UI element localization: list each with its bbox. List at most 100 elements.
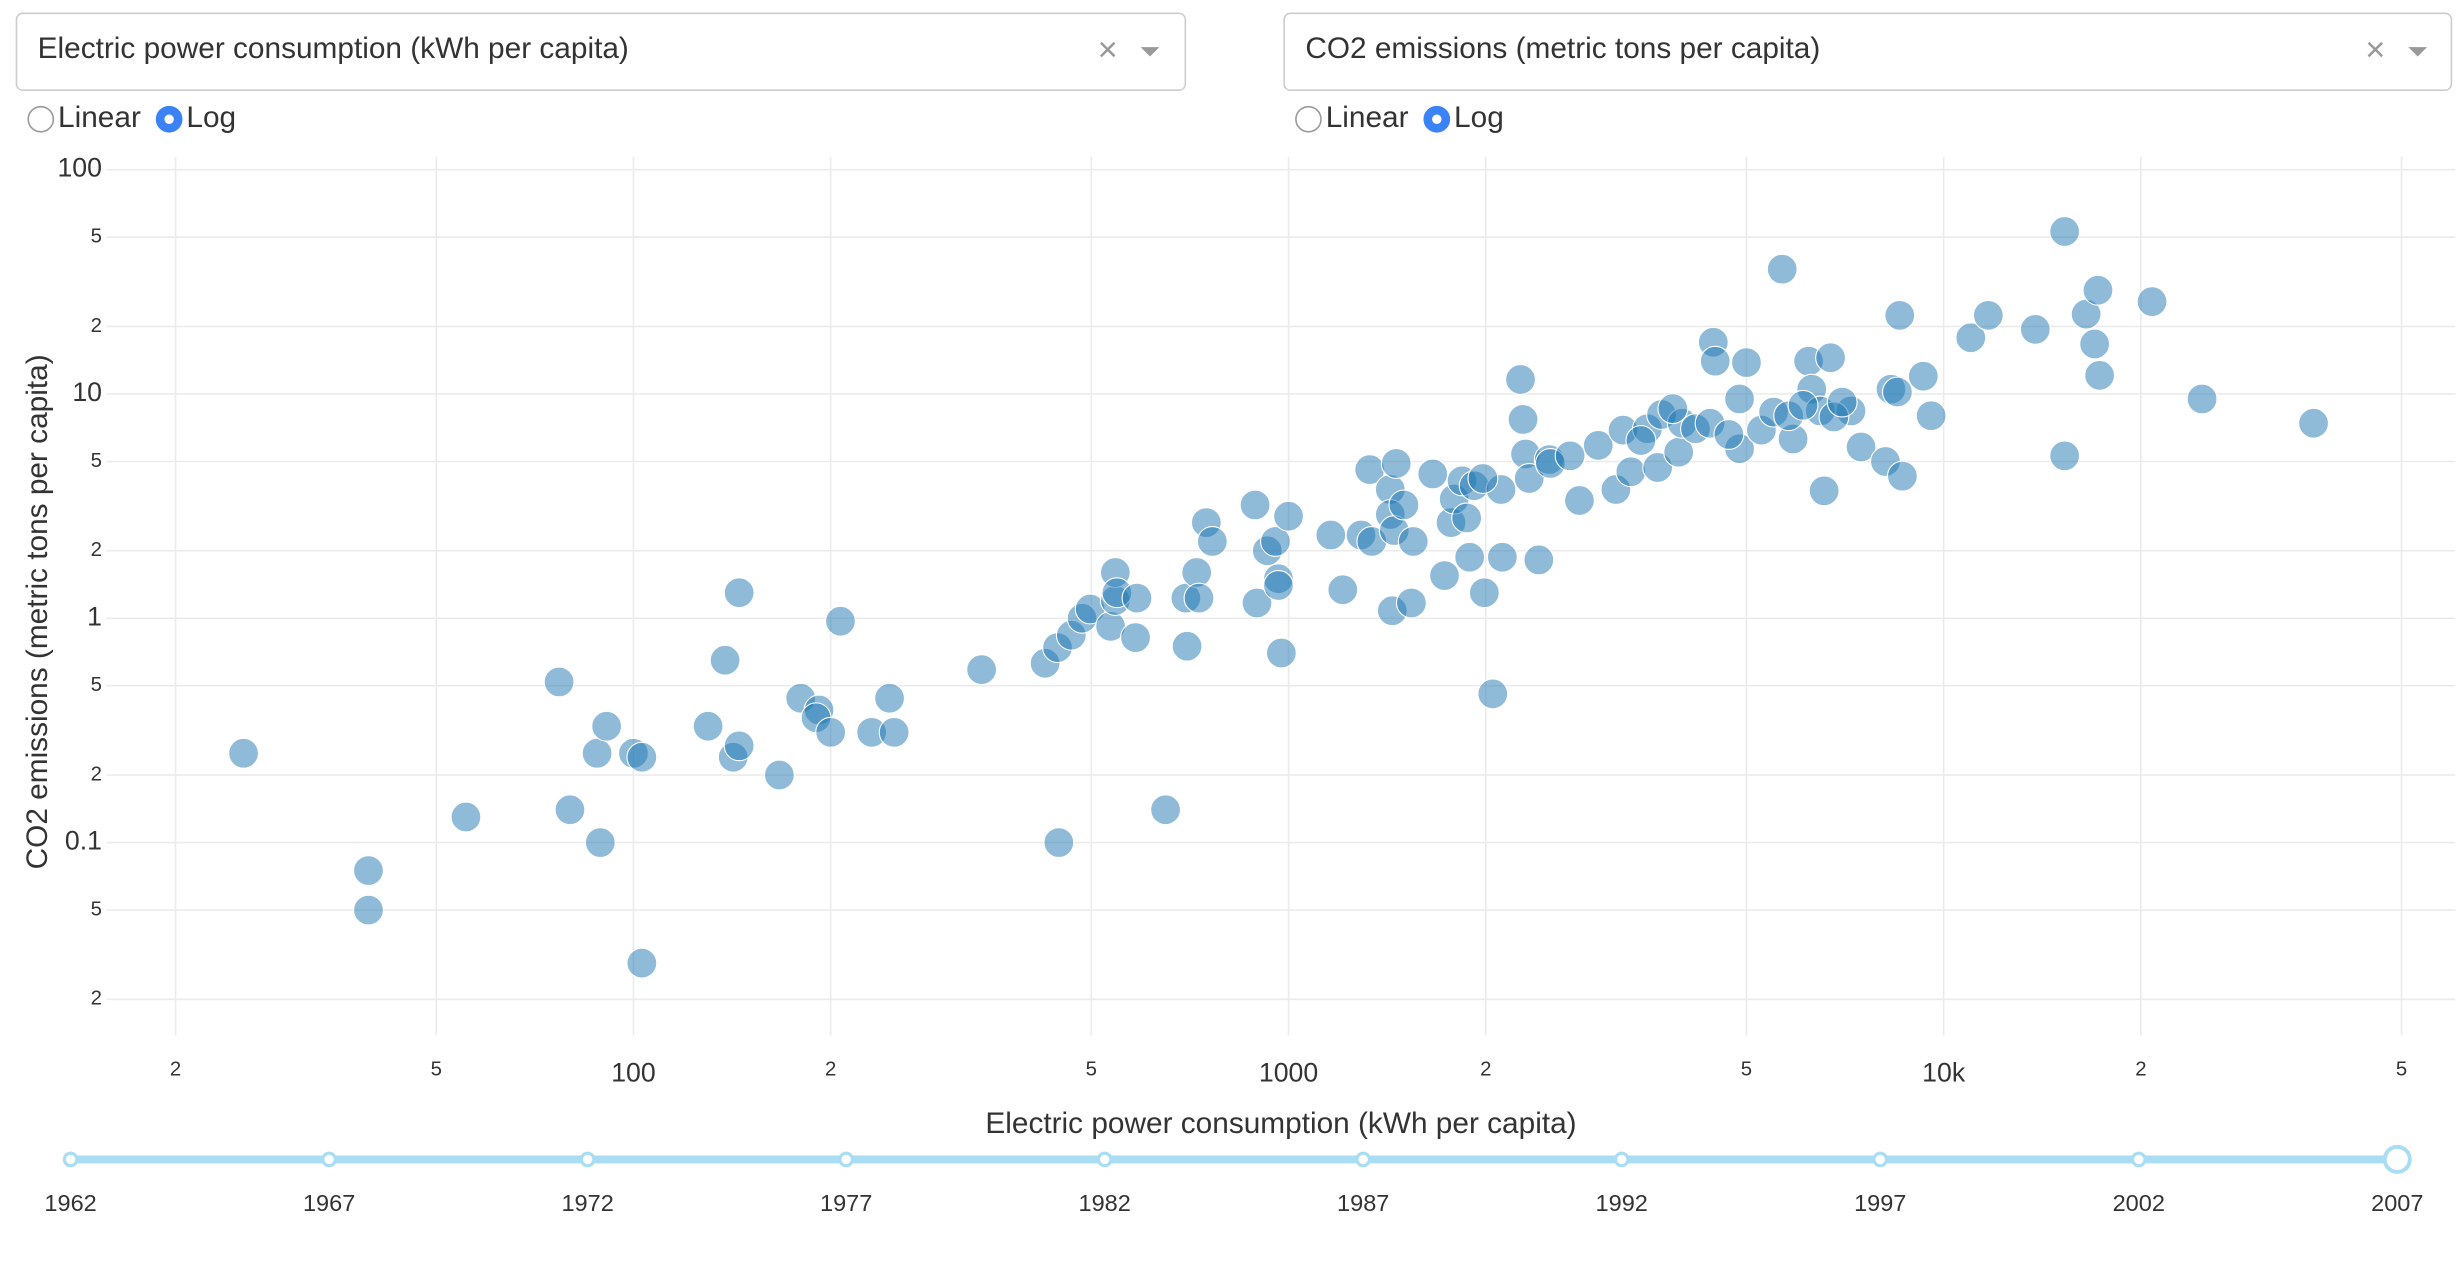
points [228, 216, 2330, 979]
slider-mark[interactable] [579, 1151, 596, 1168]
scatter-point [1429, 560, 1460, 592]
scatter-point [1815, 342, 1847, 374]
radio-label: Log [1454, 101, 1504, 134]
scatter-point [1657, 393, 1689, 425]
scatter-point [1120, 622, 1151, 654]
slider-mark[interactable] [1096, 1151, 1113, 1168]
scatter-point [1486, 541, 1518, 573]
scatter-point [1477, 678, 1509, 710]
clear-icon[interactable]: × [2365, 31, 2385, 69]
slider-label: 1987 [1337, 1190, 1389, 1216]
slider-mark[interactable] [1613, 1151, 1630, 1168]
slider-label: 1992 [1596, 1190, 1648, 1216]
slider-label: 2007 [2371, 1190, 2423, 1216]
scatter-point [1265, 637, 1297, 669]
radio-button[interactable] [1295, 105, 1322, 133]
scatter-point [626, 947, 658, 979]
scatter-point [1523, 544, 1555, 576]
scatter-point [1239, 489, 1271, 521]
scatter-point [2079, 328, 2111, 360]
scatter-point [2298, 407, 2330, 439]
scatter-point [1043, 827, 1075, 859]
slider-mark[interactable] [1872, 1151, 1889, 1168]
y-tick-label: 2 [91, 763, 102, 785]
scatter-point [1183, 582, 1215, 614]
scatter-point [1699, 345, 1731, 377]
scatter-point [1315, 519, 1347, 551]
x-tick-label: 5 [431, 1058, 442, 1080]
scatter-point [824, 605, 856, 637]
slider-handle[interactable] [2382, 1144, 2412, 1174]
scatter-point [1884, 299, 1916, 331]
scatter-point [723, 730, 755, 762]
y-tick-label: 100 [57, 153, 101, 183]
slider-mark[interactable] [1355, 1151, 1372, 1168]
scatter-point [2049, 440, 2081, 472]
scatter-point [1505, 364, 1536, 395]
scatter-point [1395, 587, 1427, 619]
scatter-point [1241, 587, 1273, 619]
slider-mark[interactable] [321, 1151, 337, 1168]
scatter-point [1766, 253, 1798, 285]
clear-icon[interactable]: × [1098, 31, 1118, 69]
scatter-point [1955, 322, 1987, 354]
scatter-point [1886, 460, 1918, 492]
scatter-point [1731, 347, 1762, 379]
slider-label: 1977 [820, 1190, 872, 1216]
scatter-point [1713, 418, 1745, 450]
dropdown[interactable] [1283, 12, 2453, 91]
scatter-point [1467, 463, 1499, 494]
y-axis-title: CO2 emissions (metric tons per capita) [21, 354, 54, 869]
scatter-point [1615, 456, 1647, 488]
y-tick-label: 1 [87, 601, 102, 631]
dropdown-arrow[interactable] [1140, 47, 1160, 57]
scatter-point [1808, 475, 1840, 507]
x-tick-label: 2 [825, 1058, 836, 1080]
scatter-point [874, 682, 906, 714]
dropdown-value: Electric power consumption (kWh per capi… [38, 32, 629, 65]
x-tick-label: 5 [2396, 1058, 2407, 1080]
scatter-point [723, 577, 755, 609]
y-tick-label: 5 [91, 226, 102, 248]
x-tick-label: 10k [1922, 1058, 1966, 1088]
scatter-point [1196, 525, 1228, 557]
radio-dot [1432, 114, 1442, 124]
slider-mark[interactable] [2130, 1151, 2147, 1168]
y-tick-label: 0.1 [65, 826, 102, 856]
slider-mark[interactable] [838, 1151, 855, 1168]
dropdown[interactable] [15, 12, 1187, 91]
x-tick-label: 5 [1741, 1058, 1752, 1080]
scatter-point [2084, 359, 2116, 391]
x-axis-title: Electric power consumption (kWh per capi… [985, 1107, 1576, 1140]
scatter-point [878, 716, 910, 748]
scatter-point [709, 644, 741, 676]
scatter-point [1468, 577, 1500, 609]
radio-label: Linear [58, 101, 141, 134]
scatter-point [1915, 400, 1947, 432]
scatter-point [1554, 440, 1586, 472]
slider-mark[interactable] [62, 1151, 79, 1168]
y-tick-label: 5 [91, 674, 102, 696]
grid [106, 156, 2456, 1036]
y-tick-label: 2 [91, 315, 102, 337]
scatter-point [1262, 570, 1294, 601]
scatter-point [966, 654, 998, 686]
scatter-point [353, 855, 384, 887]
scatter-point [1397, 525, 1429, 557]
slider-label: 1997 [1854, 1190, 1906, 1216]
scatter-point [1881, 376, 1913, 408]
dropdown-arrow[interactable] [2408, 47, 2428, 57]
dropdown-value: CO2 emissions (metric tons per capita) [1305, 32, 1820, 65]
x-tick-label: 100 [611, 1058, 655, 1088]
scatter-point [1150, 794, 1182, 826]
y-tick-label: 5 [91, 450, 102, 472]
scatter-point [353, 894, 384, 926]
scatter-point [1724, 383, 1756, 415]
radio-button[interactable] [27, 105, 55, 133]
scatter-point [1121, 582, 1153, 614]
scatter-point [1513, 463, 1545, 494]
scatter-point [591, 710, 623, 742]
scatter-point [1582, 429, 1614, 461]
